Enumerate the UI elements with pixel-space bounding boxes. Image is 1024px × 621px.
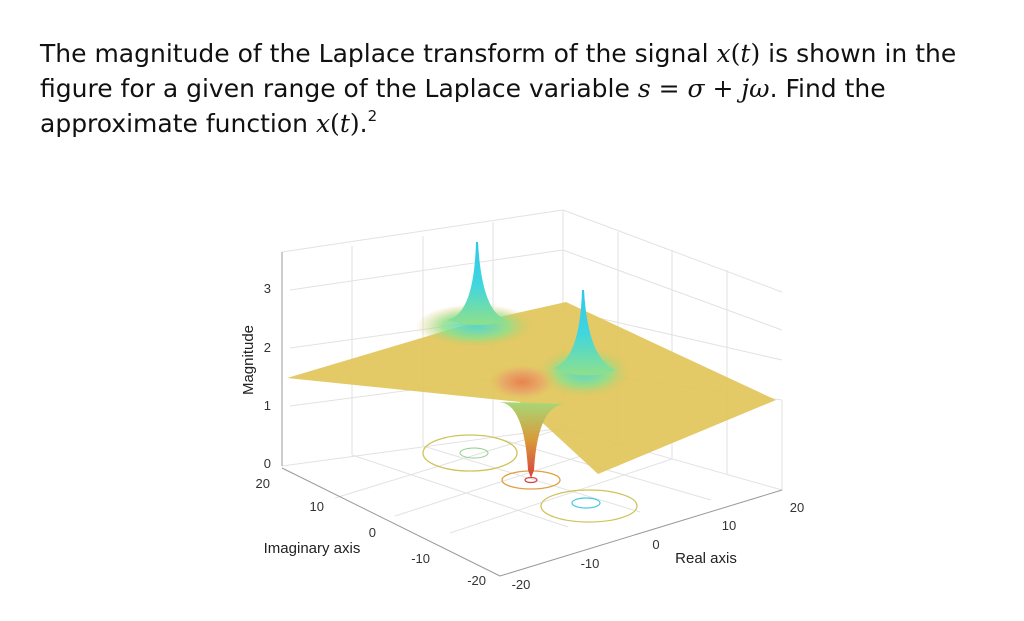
real-axis-line — [499, 489, 783, 577]
x-ticks: -20 -10 0 10 20 — [512, 500, 805, 592]
y-tick-10: 10 — [310, 499, 324, 514]
y-ticks: 20 10 0 -10 -20 — [256, 476, 486, 588]
pole-upper-spike — [447, 242, 508, 325]
x-tick-0: 0 — [652, 537, 659, 552]
y-tick-0: 0 — [369, 525, 376, 540]
x-tick-20: 20 — [790, 500, 804, 515]
question-text: The magnitude of the Laplace transform o… — [40, 39, 957, 138]
z-axis-label: Magnitude — [240, 325, 257, 395]
y-tick-neg20: -20 — [467, 573, 486, 588]
top-left-edge — [281, 209, 564, 253]
z-tick-3: 3 — [264, 281, 271, 296]
contour-pole-lower-inner — [571, 497, 601, 509]
front-axes — [281, 252, 783, 577]
zero-funnel — [498, 402, 568, 478]
x-tick-neg10: -10 — [581, 556, 600, 571]
z-tick-0: 0 — [264, 456, 271, 471]
contour-pole-lower — [540, 489, 638, 523]
pole-lower-spike — [553, 290, 616, 376]
pole-upper-glow — [416, 304, 536, 348]
x-axis-label: Real axis — [675, 550, 737, 567]
y-tick-20: 20 — [256, 476, 270, 491]
zero-glow — [488, 364, 556, 400]
imaginary-axis-line — [281, 467, 501, 577]
z-tick-2: 2 — [264, 340, 271, 355]
z-tick-1: 1 — [264, 398, 271, 413]
magnitude-surface — [287, 242, 776, 478]
x-tick-10: 10 — [722, 518, 736, 533]
contour-pole-upper-inner — [459, 447, 489, 459]
contour-pole-upper — [422, 434, 518, 472]
y-axis-label: Imaginary axis — [264, 540, 361, 557]
x-tick-neg20: -20 — [512, 577, 531, 592]
z-ticks: 3 2 1 0 — [264, 281, 271, 471]
y-tick-neg10: -10 — [411, 551, 430, 566]
footnote-marker: 2 — [367, 107, 378, 125]
